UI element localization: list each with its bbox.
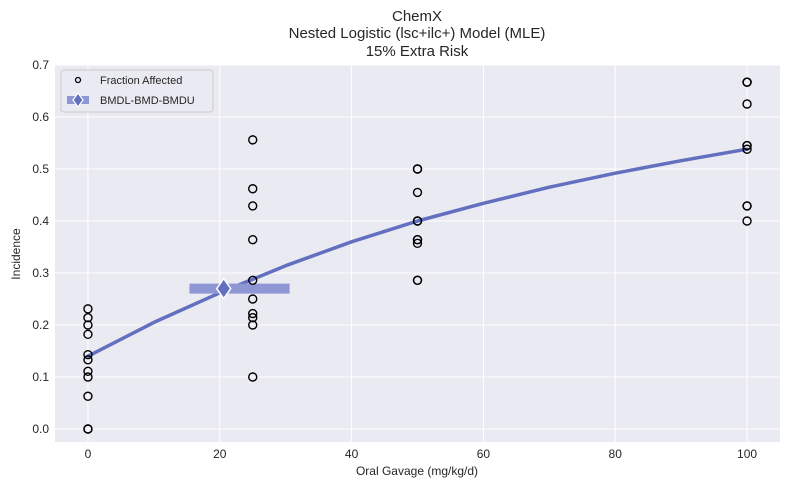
y-tick-labels: 0.0 0.1 0.2 0.3 0.4 0.5 0.6 0.7 — [32, 58, 49, 436]
data-point — [412, 235, 423, 245]
data-point — [412, 216, 423, 226]
data-point — [83, 320, 93, 330]
data-point — [742, 140, 752, 151]
data-point — [83, 355, 93, 365]
data-point — [742, 201, 752, 211]
y-axis-label: Incidence — [9, 228, 23, 280]
data-point — [83, 304, 93, 314]
data-point — [83, 391, 93, 401]
y-tick-label: 0.5 — [32, 162, 49, 176]
legend-label-bmdl-bmd-bmdu: BMDL-BMD-BMDU — [100, 95, 195, 107]
x-tick-label: 20 — [213, 447, 227, 461]
x-tick-label: 40 — [345, 447, 359, 461]
data-point — [83, 329, 93, 340]
data-point — [742, 77, 752, 87]
data-point — [83, 349, 93, 360]
bmd-diamond — [215, 277, 232, 300]
plot-area — [55, 65, 780, 442]
data-point — [248, 135, 258, 145]
data-point — [412, 164, 423, 174]
data-point — [248, 294, 258, 304]
data-point — [742, 99, 752, 109]
data-point — [412, 275, 423, 285]
data-point — [83, 372, 93, 382]
y-tick-label: 0.3 — [32, 266, 49, 280]
data-point — [248, 235, 258, 245]
data-point — [248, 320, 258, 330]
y-tick-label: 0.4 — [32, 214, 49, 228]
data-point — [248, 184, 258, 194]
data-point — [742, 144, 752, 154]
legend: Fraction Affected BMDL-BMD-BMDU — [60, 69, 214, 113]
data-point — [248, 275, 258, 285]
model-curve — [86, 147, 749, 358]
y-tick-label: 0.1 — [32, 370, 49, 384]
data-point — [412, 238, 423, 249]
data-point — [83, 366, 93, 376]
legend-frame — [60, 69, 214, 113]
chart-title-line-3: 15% Extra Risk — [366, 43, 469, 60]
data-point — [742, 216, 752, 226]
chart-title-line-2: Nested Logistic (lsc+ilc+) Model (MLE) — [289, 25, 546, 42]
x-tick-label: 80 — [609, 447, 623, 461]
legend-label-fraction-affected: Fraction Affected — [100, 75, 182, 87]
data-point — [248, 308, 258, 319]
x-axis-label: Oral Gavage (mg/kg/d) — [356, 464, 478, 478]
data-point — [83, 313, 93, 323]
data-point — [248, 201, 258, 211]
legend-marker-points — [74, 76, 82, 84]
data-point — [83, 424, 93, 434]
data-point — [412, 187, 423, 198]
data-point — [248, 313, 258, 323]
x-tick-label: 100 — [737, 447, 757, 461]
bmd-interval-bar — [189, 283, 290, 294]
x-tick-label: 60 — [477, 447, 491, 461]
x-tick-label: 0 — [85, 447, 92, 461]
chart-title-line-1: ChemX — [392, 8, 442, 25]
y-tick-label: 0.6 — [32, 110, 49, 124]
data-marks — [83, 77, 752, 434]
data-point — [248, 372, 258, 382]
y-tick-label: 0.2 — [32, 318, 49, 332]
x-tick-labels: 0 20 40 60 80 100 — [85, 447, 758, 461]
legend-marker-bmd-diamond — [72, 91, 84, 109]
y-tick-label: 0.0 — [32, 422, 49, 436]
y-tick-label: 0.7 — [32, 58, 49, 72]
